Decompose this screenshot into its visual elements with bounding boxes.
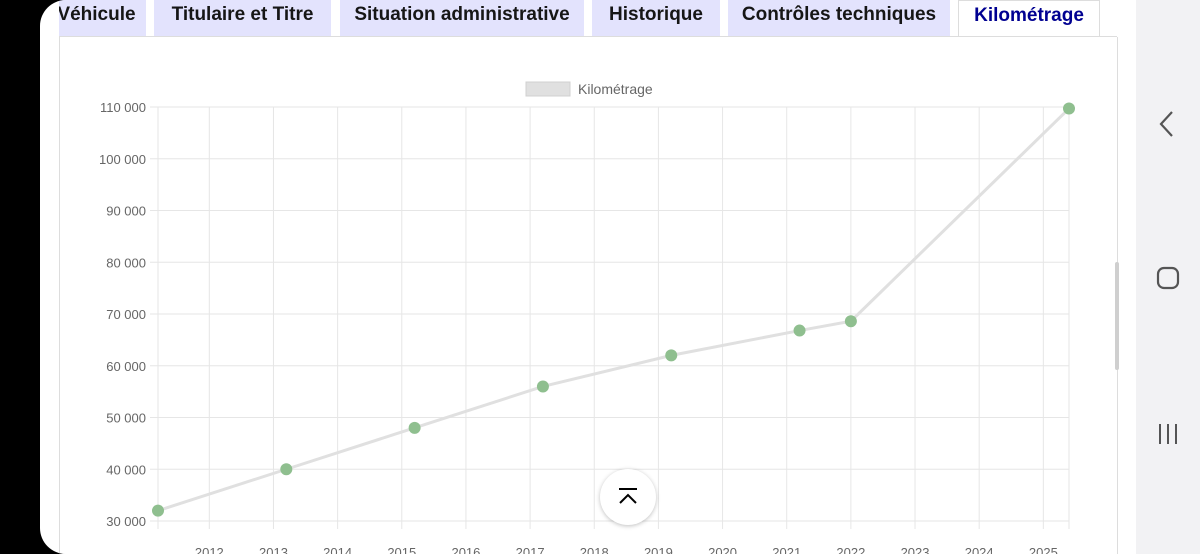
tab-vehicule-label: Véhicule — [59, 4, 136, 25]
x-tick-label: 2012 — [195, 545, 224, 554]
x-tick-label: 2021 — [772, 545, 801, 554]
tab-titulaire-et-titre[interactable]: Titulaire et Titre — [154, 0, 331, 36]
three-bars-icon[interactable] — [1152, 418, 1184, 450]
x-tick-label: 2022 — [836, 545, 865, 554]
x-tick-label: 2018 — [580, 545, 609, 554]
x-tick-label: 2014 — [323, 545, 352, 554]
phone-screen: Véhicule Titulaire et Titre Situation ad… — [40, 0, 1136, 554]
tab-historique[interactable]: Historique — [592, 0, 720, 36]
android-nav-bar — [1136, 0, 1200, 554]
tab-controles-techniques[interactable]: Contrôles techniques — [728, 0, 950, 36]
x-tick-label: 2017 — [516, 545, 545, 554]
legend-label: Kilométrage — [578, 81, 653, 97]
data-point — [844, 315, 857, 328]
y-tick-label: 110 000 — [100, 100, 146, 115]
tab-kilometrage-label: Kilométrage — [974, 5, 1084, 26]
tab-controles-label: Contrôles techniques — [741, 4, 937, 25]
y-tick-label: 40 000 — [106, 462, 146, 477]
data-point — [536, 380, 549, 393]
data-point — [280, 463, 293, 476]
scroll-to-top-button[interactable] — [600, 469, 656, 525]
scrollbar[interactable] — [1115, 262, 1119, 370]
y-tick-label: 80 000 — [106, 255, 146, 270]
series-line — [157, 107, 1071, 513]
tab-vehicule[interactable]: Véhicule — [59, 0, 146, 36]
chevron-up-bar-icon — [619, 488, 637, 504]
x-tick-label: 2020 — [708, 545, 737, 554]
data-point — [1063, 102, 1075, 115]
rounded-square-icon[interactable] — [1152, 262, 1184, 294]
tab-titulaire-label: Titulaire et Titre — [171, 4, 314, 25]
x-tick-label: 2023 — [901, 545, 930, 554]
y-tick-label: 70 000 — [106, 307, 146, 322]
data-point — [665, 349, 678, 362]
x-tick-label: 2024 — [965, 545, 994, 554]
y-tick-label: 50 000 — [106, 411, 146, 426]
x-tick-label: 2019 — [644, 545, 673, 554]
tab-kilometrage[interactable]: Kilométrage — [958, 0, 1100, 38]
tab-situation-administrative[interactable]: Situation administrative — [340, 0, 584, 36]
tab-underline — [59, 36, 1117, 37]
y-tick-label: 100 000 — [99, 152, 146, 167]
x-tick-label: 2025 — [1029, 545, 1058, 554]
tab-bar: Véhicule Titulaire et Titre Situation ad… — [40, 0, 1136, 38]
x-tick-label: 2013 — [259, 545, 288, 554]
data-point — [793, 324, 806, 337]
legend-swatch — [525, 81, 571, 97]
y-tick-label: 90 000 — [106, 204, 146, 219]
y-tick-label: 60 000 — [106, 359, 146, 374]
data-point — [408, 421, 421, 434]
mileage-chart: 30 000 40 000 50 000 60 000 70 000 80 000 90 0… — [99, 81, 1075, 554]
tab-situation-label: Situation administrative — [354, 4, 570, 25]
x-tick-label: 2015 — [387, 545, 416, 554]
y-tick-label: 30 000 — [106, 514, 146, 529]
chart-card: 30 000 40 000 50 000 60 000 70 000 80 000 90 0… — [59, 37, 1118, 554]
x-tick-label: 2016 — [451, 545, 480, 554]
data-point — [152, 504, 164, 517]
tab-historique-label: Historique — [609, 4, 703, 25]
chevron-left-icon[interactable] — [1152, 108, 1184, 140]
